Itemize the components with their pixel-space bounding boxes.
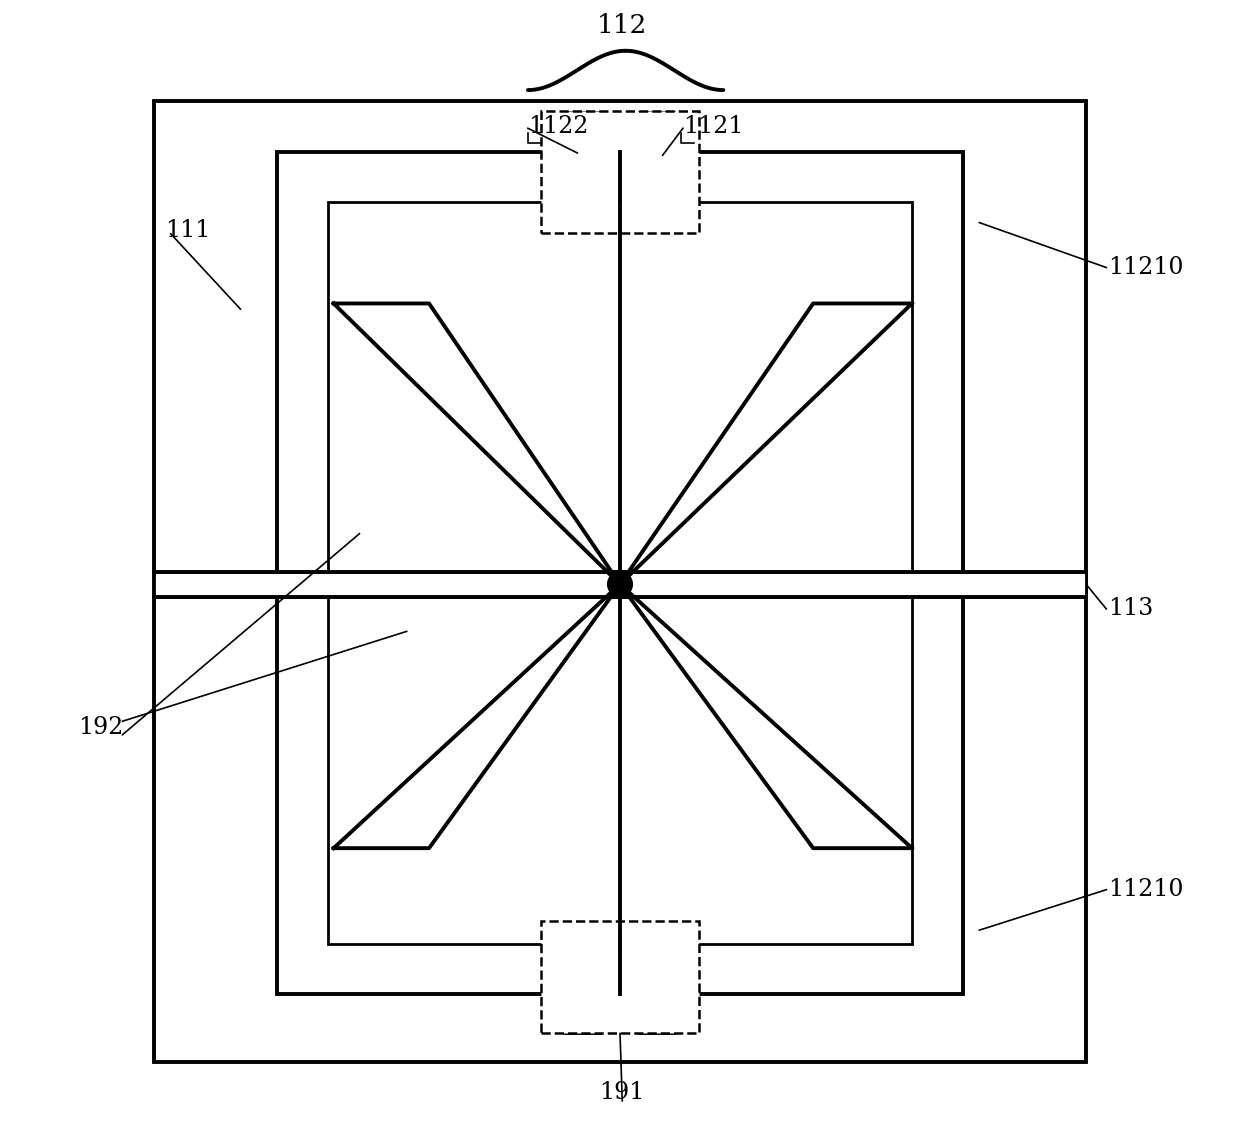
Bar [542, 111, 698, 233]
Bar [278, 152, 962, 994]
Bar [542, 921, 698, 1034]
Text: 1122: 1122 [528, 115, 589, 138]
Text: 111: 111 [165, 219, 211, 242]
Bar [640, 980, 673, 1034]
Text: 11210: 11210 [1109, 878, 1184, 901]
Text: 1121: 1121 [683, 115, 744, 138]
Circle shape [608, 572, 632, 597]
Bar [567, 980, 600, 1034]
Text: 11210: 11210 [1109, 256, 1184, 278]
Bar [567, 112, 600, 166]
Bar [154, 101, 1086, 1061]
Bar [329, 203, 911, 943]
Text: 191: 191 [600, 1081, 645, 1105]
Text: 113: 113 [1109, 597, 1153, 620]
Bar [154, 572, 1086, 597]
Text: 192: 192 [78, 716, 124, 739]
Text: 112: 112 [596, 14, 647, 39]
Bar [640, 112, 673, 166]
